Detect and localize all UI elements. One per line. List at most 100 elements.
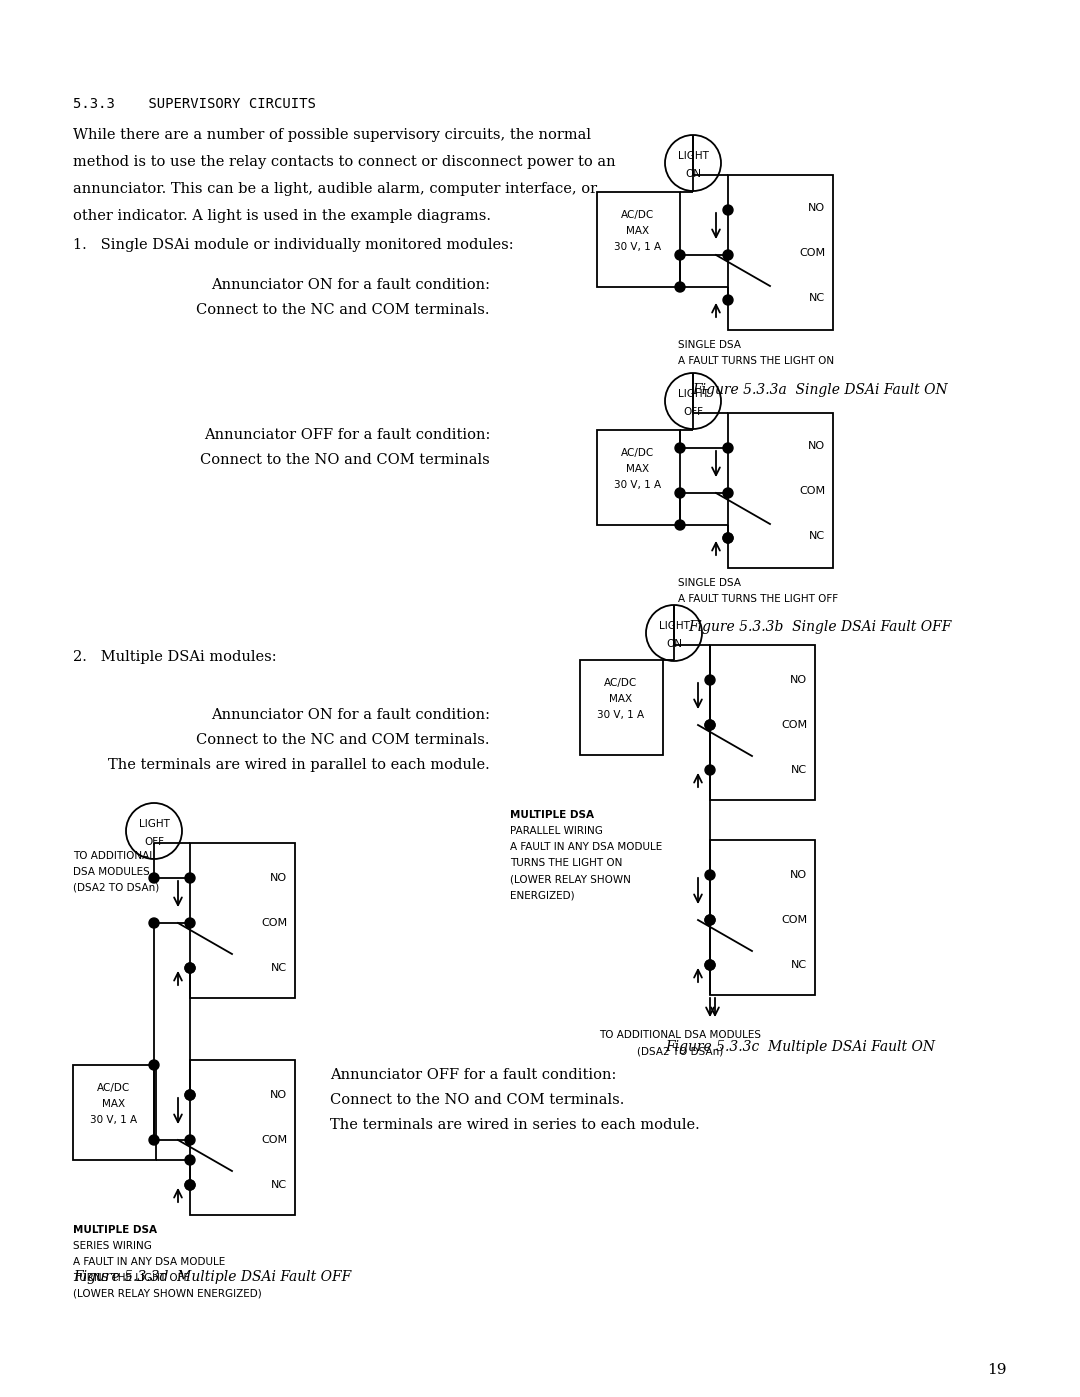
- Text: OFF: OFF: [144, 837, 164, 847]
- Bar: [597, 430, 680, 525]
- Text: Annunciator ON for a fault condition:: Annunciator ON for a fault condition:: [211, 708, 490, 722]
- Text: AC/DC: AC/DC: [97, 1083, 131, 1092]
- Bar: [710, 645, 815, 800]
- Text: Connect to the NO and COM terminals: Connect to the NO and COM terminals: [200, 453, 490, 467]
- Text: MAX: MAX: [103, 1099, 125, 1109]
- Bar: [710, 840, 815, 995]
- Circle shape: [185, 1134, 195, 1146]
- Circle shape: [185, 1155, 195, 1165]
- Text: NO: NO: [808, 441, 825, 451]
- Text: NC: NC: [809, 293, 825, 303]
- Text: Annunciator ON for a fault condition:: Annunciator ON for a fault condition:: [211, 278, 490, 292]
- Circle shape: [185, 1090, 195, 1099]
- Text: DSA MODULES: DSA MODULES: [73, 868, 150, 877]
- Bar: [190, 1060, 295, 1215]
- Circle shape: [665, 373, 721, 429]
- Text: MAX: MAX: [609, 694, 633, 704]
- Text: Figure 5.3.3c  Multiple DSAi Fault ON: Figure 5.3.3c Multiple DSAi Fault ON: [665, 1039, 935, 1053]
- Text: 5.3.3    SUPERVISORY CIRCUITS: 5.3.3 SUPERVISORY CIRCUITS: [73, 96, 315, 110]
- Circle shape: [723, 443, 733, 453]
- Text: NC: NC: [271, 963, 287, 972]
- Bar: [580, 659, 663, 754]
- Text: NC: NC: [791, 960, 807, 970]
- Text: (DSA2 TO DSAn): (DSA2 TO DSAn): [73, 883, 159, 893]
- Text: Connect to the NO and COM terminals.: Connect to the NO and COM terminals.: [330, 1092, 624, 1106]
- Circle shape: [185, 963, 195, 972]
- Circle shape: [705, 915, 715, 925]
- Circle shape: [149, 1060, 159, 1070]
- Text: AC/DC: AC/DC: [605, 678, 637, 687]
- Text: method is to use the relay contacts to connect or disconnect power to an: method is to use the relay contacts to c…: [73, 155, 616, 169]
- Circle shape: [705, 915, 715, 925]
- Circle shape: [723, 488, 733, 497]
- Text: (DSA2 TO DSAn): (DSA2 TO DSAn): [637, 1046, 724, 1056]
- Text: TURNS THE LIGHT ON: TURNS THE LIGHT ON: [510, 858, 622, 868]
- Text: LIGHT: LIGHT: [659, 622, 689, 631]
- Circle shape: [723, 534, 733, 543]
- Text: LIGHT: LIGHT: [677, 151, 708, 161]
- Text: MAX: MAX: [626, 226, 649, 236]
- Text: NC: NC: [791, 766, 807, 775]
- Text: While there are a number of possible supervisory circuits, the normal: While there are a number of possible sup…: [73, 129, 591, 142]
- Text: COM: COM: [261, 1134, 287, 1146]
- Text: Figure 5.3.3a  Single DSAi Fault ON: Figure 5.3.3a Single DSAi Fault ON: [692, 383, 948, 397]
- Text: NO: NO: [270, 873, 287, 883]
- Text: COM: COM: [799, 249, 825, 258]
- Text: TURNS THE LIGHT OFF: TURNS THE LIGHT OFF: [73, 1273, 189, 1282]
- Text: Annunciator OFF for a fault condition:: Annunciator OFF for a fault condition:: [204, 427, 490, 441]
- Bar: [73, 1065, 156, 1160]
- Text: COM: COM: [799, 486, 825, 496]
- Text: other indicator. A light is used in the example diagrams.: other indicator. A light is used in the …: [73, 210, 491, 224]
- Text: A FAULT TURNS THE LIGHT ON: A FAULT TURNS THE LIGHT ON: [678, 356, 834, 366]
- Circle shape: [675, 520, 685, 529]
- Circle shape: [149, 918, 159, 928]
- Circle shape: [185, 873, 195, 883]
- Text: (LOWER RELAY SHOWN: (LOWER RELAY SHOWN: [510, 875, 631, 884]
- Text: NC: NC: [809, 531, 825, 541]
- Text: Annunciator OFF for a fault condition:: Annunciator OFF for a fault condition:: [330, 1067, 617, 1083]
- Bar: [728, 175, 833, 330]
- Circle shape: [185, 1180, 195, 1190]
- Bar: [597, 191, 680, 286]
- Text: MULTIPLE DSA: MULTIPLE DSA: [73, 1225, 157, 1235]
- Circle shape: [665, 136, 721, 191]
- Bar: [728, 414, 833, 569]
- Circle shape: [705, 719, 715, 731]
- Text: 30 V, 1 A: 30 V, 1 A: [615, 242, 662, 251]
- Text: ON: ON: [685, 169, 701, 179]
- Text: 30 V, 1 A: 30 V, 1 A: [615, 481, 662, 490]
- Circle shape: [723, 205, 733, 215]
- Text: 30 V, 1 A: 30 V, 1 A: [597, 710, 645, 719]
- Circle shape: [675, 282, 685, 292]
- Text: LIGHT: LIGHT: [138, 819, 170, 828]
- Circle shape: [185, 1180, 195, 1190]
- Text: A FAULT TURNS THE LIGHT OFF: A FAULT TURNS THE LIGHT OFF: [678, 594, 838, 604]
- Bar: [190, 842, 295, 997]
- Text: Figure 5.3.3b  Single DSAi Fault OFF: Figure 5.3.3b Single DSAi Fault OFF: [688, 620, 951, 634]
- Text: AC/DC: AC/DC: [621, 448, 654, 458]
- Circle shape: [705, 870, 715, 880]
- Text: Figure 5.3.3d  Multiple DSAi Fault OFF: Figure 5.3.3d Multiple DSAi Fault OFF: [73, 1270, 351, 1284]
- Text: 1.   Single DSAi module or individually monitored modules:: 1. Single DSAi module or individually mo…: [73, 237, 514, 251]
- Text: annunciator. This can be a light, audible alarm, computer interface, or: annunciator. This can be a light, audibl…: [73, 182, 597, 196]
- Circle shape: [185, 1090, 195, 1099]
- Text: LIGHT: LIGHT: [677, 388, 708, 400]
- Circle shape: [149, 1134, 159, 1146]
- Text: COM: COM: [261, 918, 287, 928]
- Text: ENERGIZED): ENERGIZED): [510, 890, 575, 900]
- Text: NO: NO: [270, 1090, 287, 1099]
- Text: TO ADDITIONAL: TO ADDITIONAL: [73, 851, 156, 861]
- Circle shape: [646, 605, 702, 661]
- Text: A FAULT IN ANY DSA MODULE: A FAULT IN ANY DSA MODULE: [510, 842, 662, 852]
- Circle shape: [705, 960, 715, 970]
- Text: NO: NO: [789, 675, 807, 685]
- Text: NO: NO: [789, 870, 807, 880]
- Circle shape: [705, 675, 715, 685]
- Text: SINGLE DSA: SINGLE DSA: [678, 578, 741, 588]
- Circle shape: [705, 719, 715, 731]
- Text: A FAULT IN ANY DSA MODULE: A FAULT IN ANY DSA MODULE: [73, 1257, 226, 1267]
- Circle shape: [149, 873, 159, 883]
- Text: TO ADDITIONAL DSA MODULES: TO ADDITIONAL DSA MODULES: [599, 1030, 761, 1039]
- Text: 30 V, 1 A: 30 V, 1 A: [91, 1115, 137, 1125]
- Text: (LOWER RELAY SHOWN ENERGIZED): (LOWER RELAY SHOWN ENERGIZED): [73, 1289, 261, 1299]
